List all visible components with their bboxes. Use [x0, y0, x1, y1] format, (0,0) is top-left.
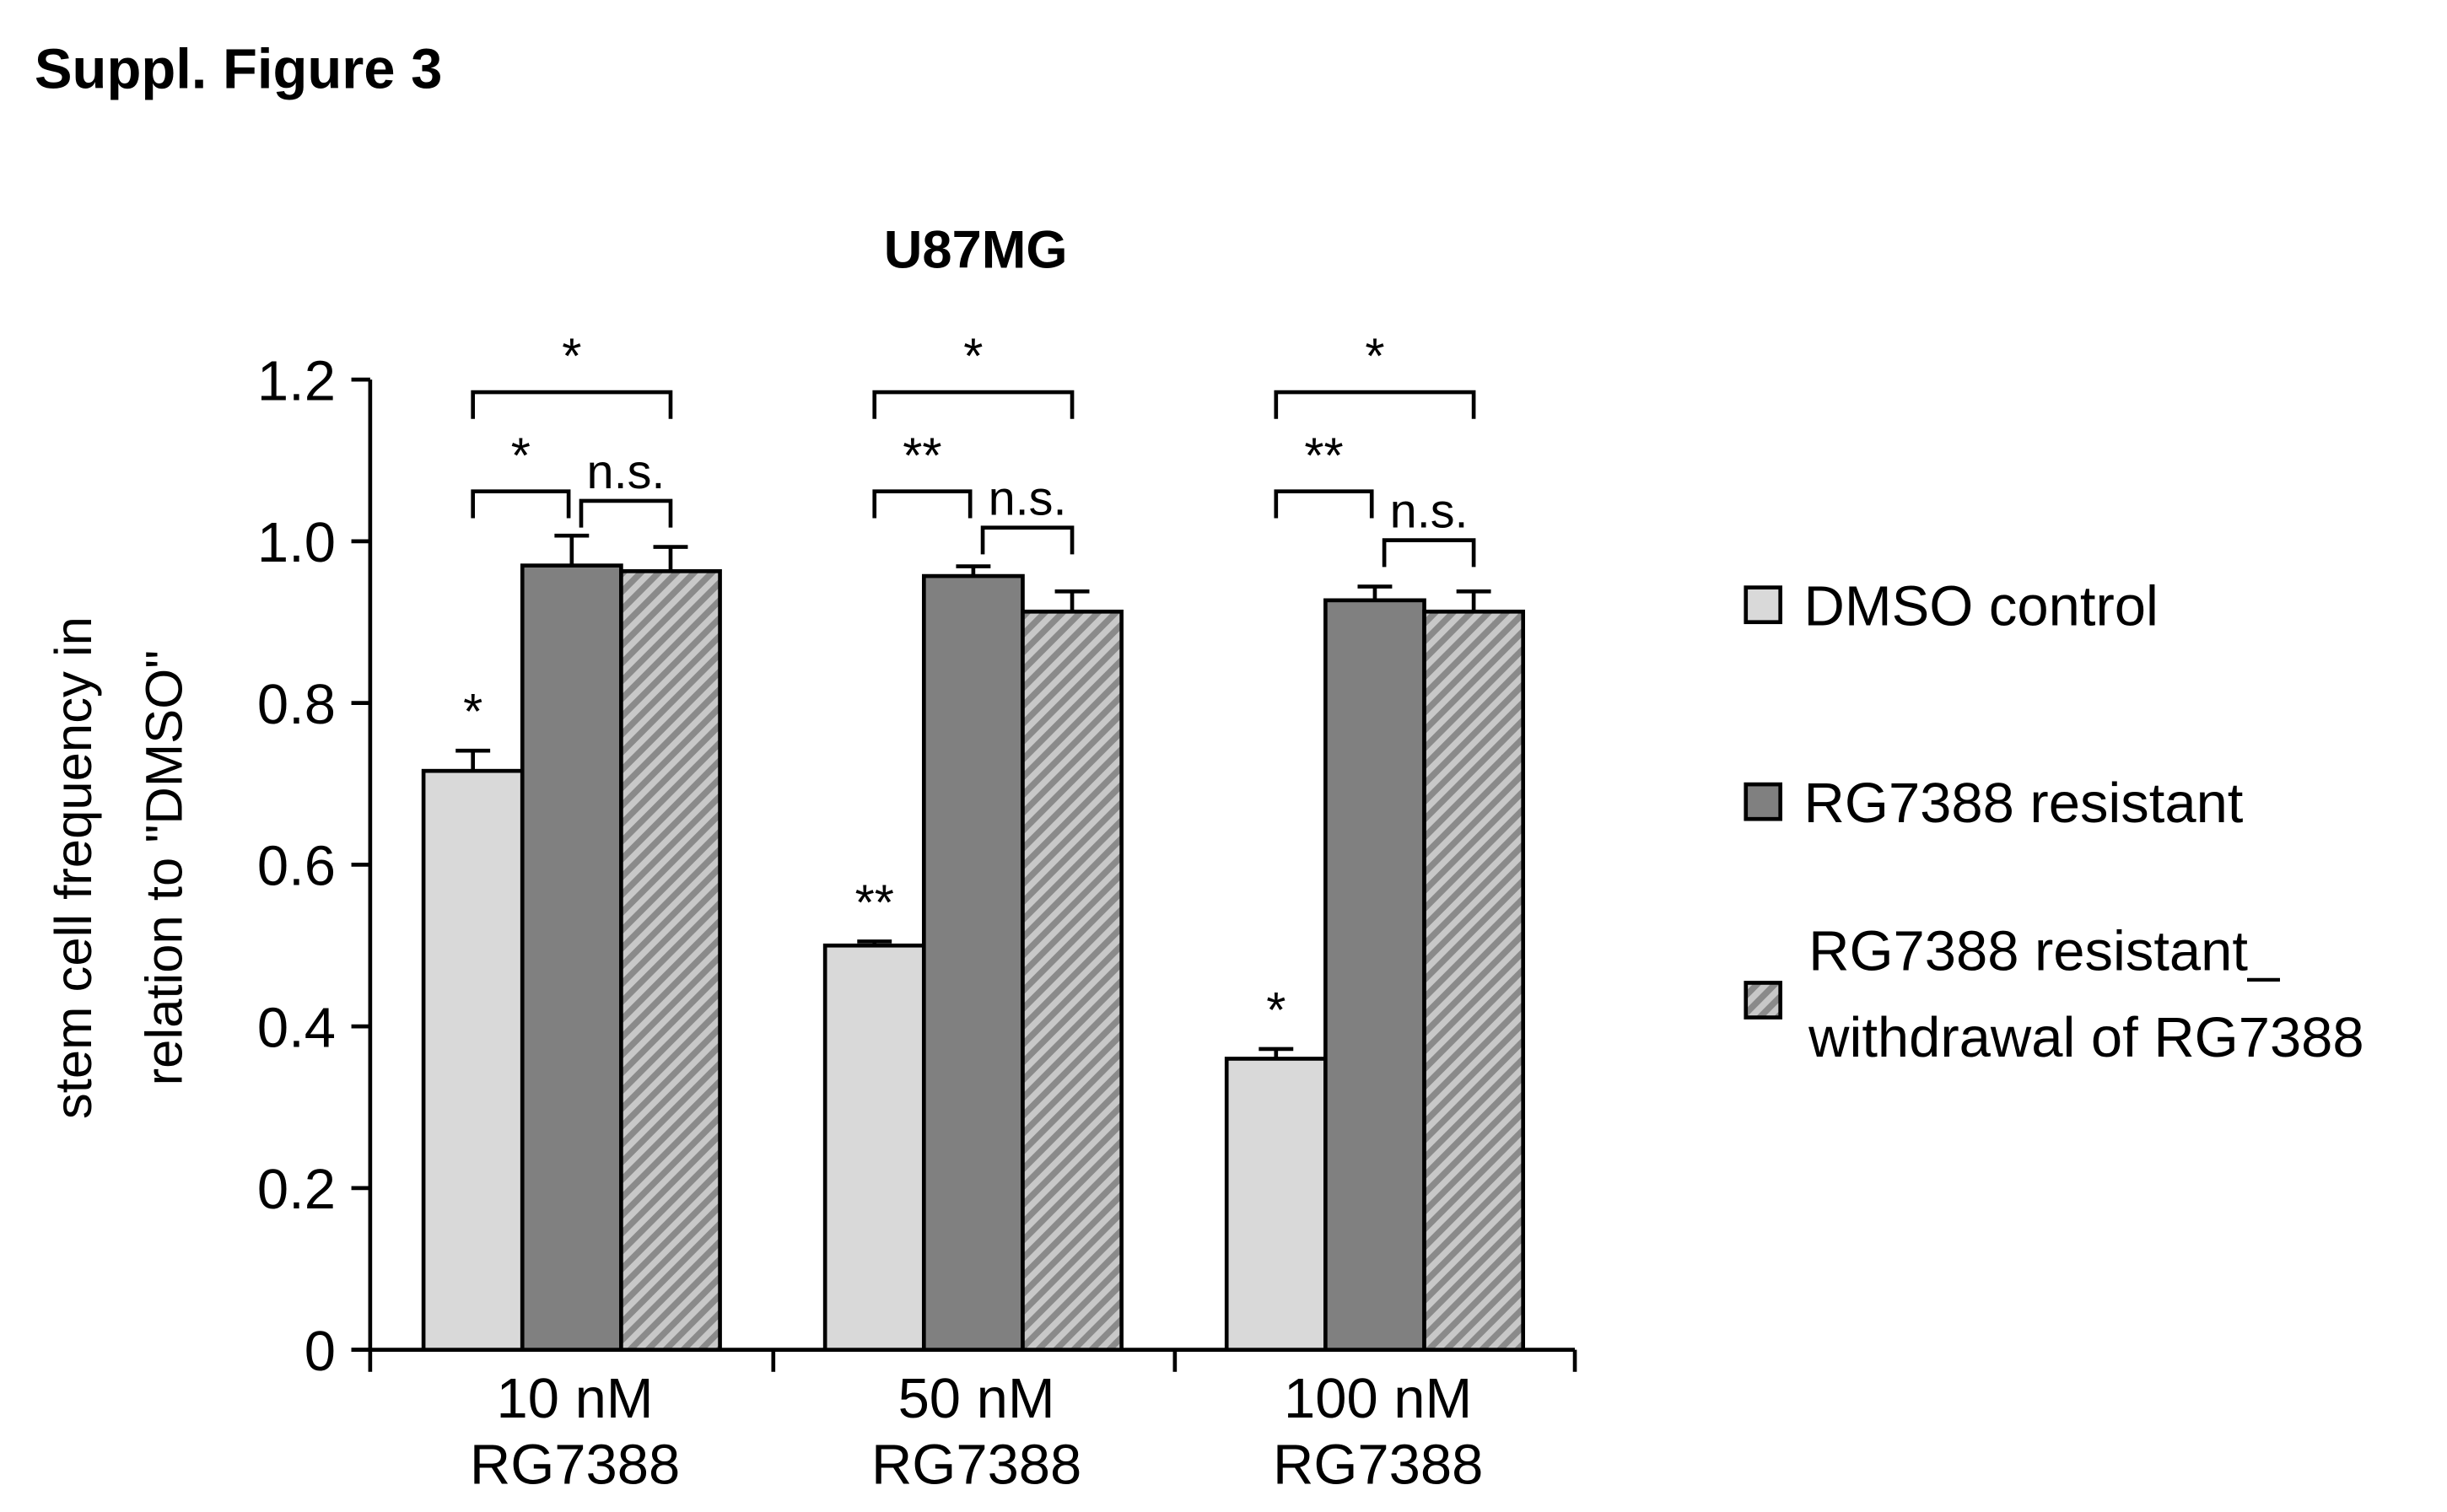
- legend-item: DMSO control: [1744, 574, 2159, 638]
- figure-label: Suppl. Figure 3: [35, 37, 442, 100]
- significance-bracket: [980, 525, 1075, 555]
- significance-label: *: [963, 328, 983, 385]
- bar: [1422, 609, 1526, 1352]
- y-axis-label: stem cell frequency in relation to "DMSO": [45, 616, 194, 1119]
- x-category-label: 10 nM RG7388: [470, 1367, 680, 1497]
- significance-label: n.s.: [1390, 485, 1469, 539]
- legend-swatch: [1744, 585, 1782, 625]
- significance-bracket: [1274, 489, 1374, 519]
- significance-label: *: [511, 427, 531, 483]
- significance-bracket: [471, 489, 571, 519]
- significance-label: n.s.: [587, 445, 666, 499]
- bar: [1323, 598, 1426, 1352]
- significance-marker: *: [1266, 982, 1285, 1038]
- bar: [619, 569, 722, 1352]
- x-category-label: 100 nM RG7388: [1273, 1367, 1483, 1497]
- y-tick-label: 0: [305, 1320, 336, 1383]
- significance-bracket: [872, 390, 1075, 419]
- legend-label: DMSO control: [1804, 574, 2159, 638]
- significance-bracket: [872, 489, 973, 519]
- significance-label: *: [1365, 328, 1384, 385]
- bar: [1021, 609, 1124, 1352]
- bar: [1224, 1057, 1328, 1352]
- legend-item: RG7388 resistant: [1744, 772, 2244, 835]
- bar: [921, 573, 1025, 1352]
- significance-bracket: [1274, 390, 1476, 419]
- bar: [421, 768, 525, 1352]
- y-tick-label: 1.2: [257, 349, 336, 412]
- y-tick-label: 0.8: [257, 673, 336, 736]
- y-tick-label: 0.4: [257, 996, 336, 1059]
- x-category-label: 50 nM RG7388: [871, 1367, 1081, 1497]
- significance-marker: *: [463, 683, 482, 740]
- legend-label: RG7388 resistant: [1804, 772, 2244, 835]
- chart-title: U87MG: [884, 220, 1068, 279]
- significance-label: **: [1304, 427, 1343, 483]
- legend-swatch: [1744, 782, 1782, 821]
- legend: DMSO control RG7388 resistant RG7388 resis…: [1744, 574, 2364, 1069]
- legend-swatch: [1744, 981, 1782, 1020]
- bar: [520, 563, 623, 1352]
- bar: [822, 943, 926, 1352]
- significance-marker: **: [855, 874, 894, 930]
- plot-area: 0 0.2 0.4 0.6 0.8 1.0 1.2 stem cell frequency i…: [45, 328, 1577, 1497]
- y-tick-label: 0.6: [257, 835, 336, 898]
- significance-label: n.s.: [989, 472, 1067, 526]
- significance-label: **: [903, 427, 941, 483]
- y-tick-label: 1.0: [257, 511, 336, 574]
- significance-bracket: [579, 498, 673, 528]
- significance-bracket: [1382, 538, 1476, 568]
- significance-label: *: [562, 328, 581, 385]
- significance-bracket: [471, 390, 673, 419]
- legend-label: RG7388 resistant_ withdrawal of RG7388: [1808, 919, 2364, 1069]
- legend-item: RG7388 resistant_ withdrawal of RG7388: [1744, 919, 2364, 1069]
- y-tick-label: 0.2: [257, 1158, 336, 1221]
